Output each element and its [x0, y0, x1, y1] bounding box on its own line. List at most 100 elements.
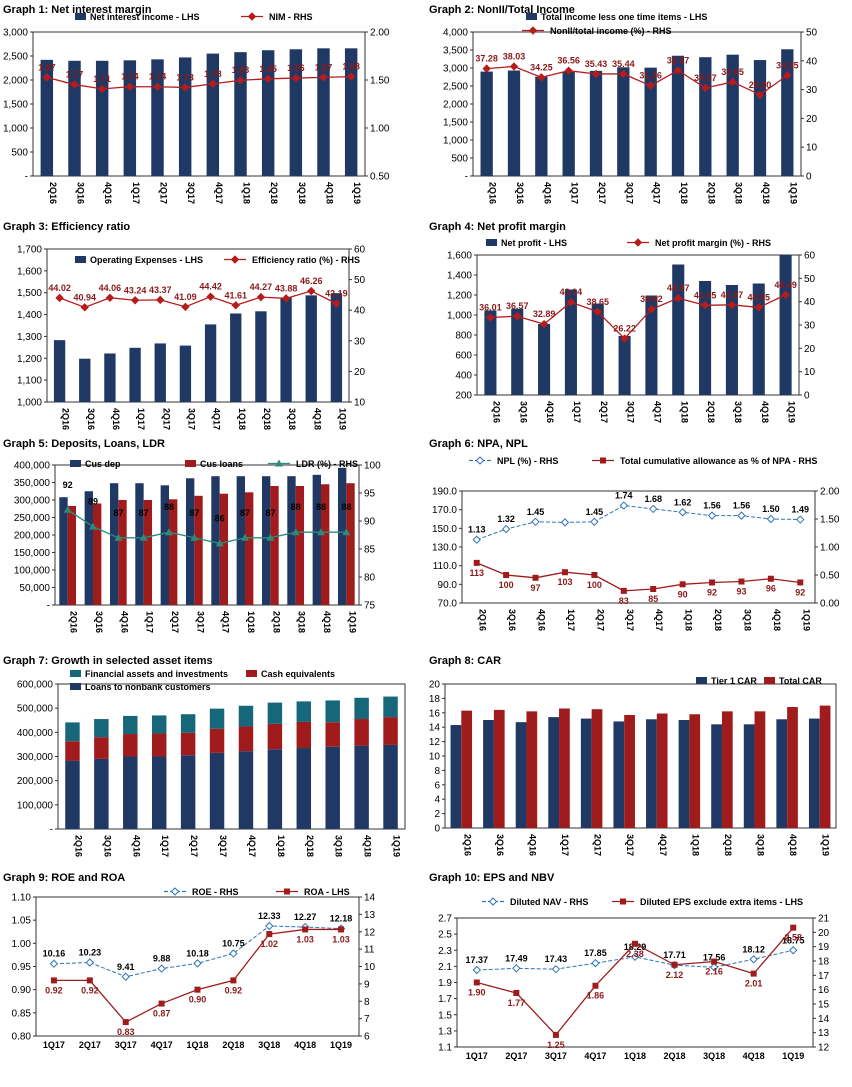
stacked-bar-segment: [238, 705, 254, 727]
graph-10-chart: Graph 10: EPS and NBV1.11.31.51.71.92.12…: [429, 872, 830, 1061]
left-axis-tick-label: 2,000: [443, 100, 468, 111]
legend-swatch: [70, 683, 81, 690]
left-axis-tick-label: 110.0: [433, 561, 458, 572]
legend-label: Tier 1 CAR: [711, 676, 757, 686]
right-axis-tick-label: 14: [818, 1014, 830, 1025]
left-axis-tick-label: 2,500: [443, 82, 468, 93]
data-label: 2.12: [666, 970, 684, 980]
bar: [67, 505, 77, 605]
left-axis-tick-label: 6: [434, 780, 440, 791]
x-tick-label: 2Q18: [269, 182, 279, 204]
bar: [618, 336, 631, 395]
bar: [344, 48, 358, 176]
bar: [236, 476, 245, 605]
x-tick-label: 3Q17: [545, 1051, 567, 1061]
data-label: 92: [63, 480, 73, 490]
bar: [511, 308, 524, 395]
data-point: [619, 501, 628, 510]
x-tick-label: 3Q16: [94, 611, 104, 633]
graph-8-panel: Graph 8: CAR 0 2 4 6 8 10 12 14 16 18 20 2Q16 3Q16 4Q1…: [426, 651, 852, 868]
x-tick-label: 2Q18: [713, 609, 723, 631]
data-point: [789, 946, 798, 955]
data-label: 43.37: [149, 285, 172, 295]
left-axis-tick-label: 90.0: [438, 580, 458, 591]
chart-title: Graph 8: CAR: [429, 655, 501, 667]
right-axis-tick-label: 10: [364, 962, 376, 973]
x-tick-label: 4Q18: [312, 408, 322, 430]
data-label: 1.45: [527, 507, 545, 517]
data-point: [619, 69, 628, 79]
bar: [135, 483, 144, 605]
bar: [53, 340, 66, 402]
left-axis-tick-label: 2,500: [3, 52, 28, 63]
stacked-bar-segment: [267, 749, 283, 829]
bar: [154, 343, 166, 402]
left-axis-tick-label: 4,000: [443, 28, 468, 39]
data-label: 44.42: [199, 282, 222, 292]
data-label: 17.37: [466, 955, 489, 965]
data-label: 87: [139, 508, 149, 518]
x-tick-label: 1Q18: [624, 1051, 646, 1061]
chart-title: Graph 4: Net profit margin: [429, 221, 566, 233]
data-label: 38.65: [586, 297, 609, 307]
data-point: [317, 528, 325, 536]
bar: [169, 499, 178, 605]
data-point: [319, 73, 328, 82]
data-label: 83: [619, 596, 629, 606]
left-axis-tick-label: 10: [429, 752, 441, 763]
data-point: [472, 535, 481, 544]
data-label: 41.61: [224, 290, 247, 300]
right-axis-tick-label: 10: [804, 367, 816, 378]
bar: [645, 295, 658, 395]
graph-7-panel: Graph 7: Growth in selected asset items -…: [0, 651, 426, 868]
left-axis-tick-label: 100,000: [14, 566, 51, 577]
data-point: [790, 924, 797, 931]
x-tick-label: 3Q17: [625, 834, 635, 856]
data-label: 34.25: [530, 62, 553, 72]
data-point: [97, 84, 107, 94]
right-axis-tick-label: 80: [364, 573, 376, 584]
data-label: 88: [164, 502, 174, 512]
x-tick-label: 1Q19: [337, 408, 347, 430]
bar: [726, 54, 739, 176]
x-tick-label: 1Q17: [136, 408, 146, 430]
stacked-bar-segment: [325, 700, 340, 723]
left-axis-tick-label: 800: [455, 331, 472, 342]
data-point: [266, 931, 273, 938]
data-point: [307, 286, 316, 296]
bar: [644, 67, 657, 176]
x-tick-label: 1Q17: [572, 401, 582, 423]
x-tick-label: 3Q17: [625, 609, 635, 631]
data-label: 88: [341, 502, 351, 512]
left-axis-tick-label: 1,000: [3, 124, 28, 135]
x-tick-label: 3Q18: [703, 1051, 725, 1061]
left-axis-tick-label: 300,000: [14, 496, 51, 507]
data-point: [229, 949, 238, 958]
left-axis-tick-label: 600,000: [17, 680, 54, 691]
bar: [68, 60, 81, 176]
data-point: [513, 312, 522, 321]
right-axis-tick-label: 60: [354, 245, 366, 256]
data-label: 46.26: [300, 276, 323, 286]
left-axis-tick-label: 70.0: [438, 599, 458, 610]
data-point: [281, 294, 291, 303]
left-axis-tick-label: 1,200: [447, 291, 472, 302]
x-tick-label: 2Q18: [723, 834, 733, 856]
x-tick-label: 1Q19: [330, 1040, 352, 1050]
stacked-bar-segment: [180, 755, 196, 829]
graph-8-chart: Graph 8: CAR 0 2 4 6 8 10 12 14 16 18 20 2Q16 3Q16 4Q1…: [429, 655, 837, 856]
data-label: 44.27: [250, 282, 273, 292]
chart-title: Graph 7: Growth in selected asset items: [3, 655, 213, 667]
data-point: [157, 964, 166, 973]
data-point: [797, 579, 804, 586]
data-label: 97: [531, 583, 541, 593]
data-label: 1.86: [287, 63, 305, 73]
series-line: [67, 509, 347, 545]
x-tick-label: 3Q18: [742, 609, 752, 631]
bar: [337, 467, 347, 605]
x-tick-label: 2Q17: [597, 182, 607, 204]
data-point: [531, 517, 540, 527]
left-axis-tick-label: 2.5: [438, 930, 452, 941]
x-tick-label: 1Q18: [690, 834, 700, 856]
x-tick-label: 1Q19: [352, 182, 362, 204]
